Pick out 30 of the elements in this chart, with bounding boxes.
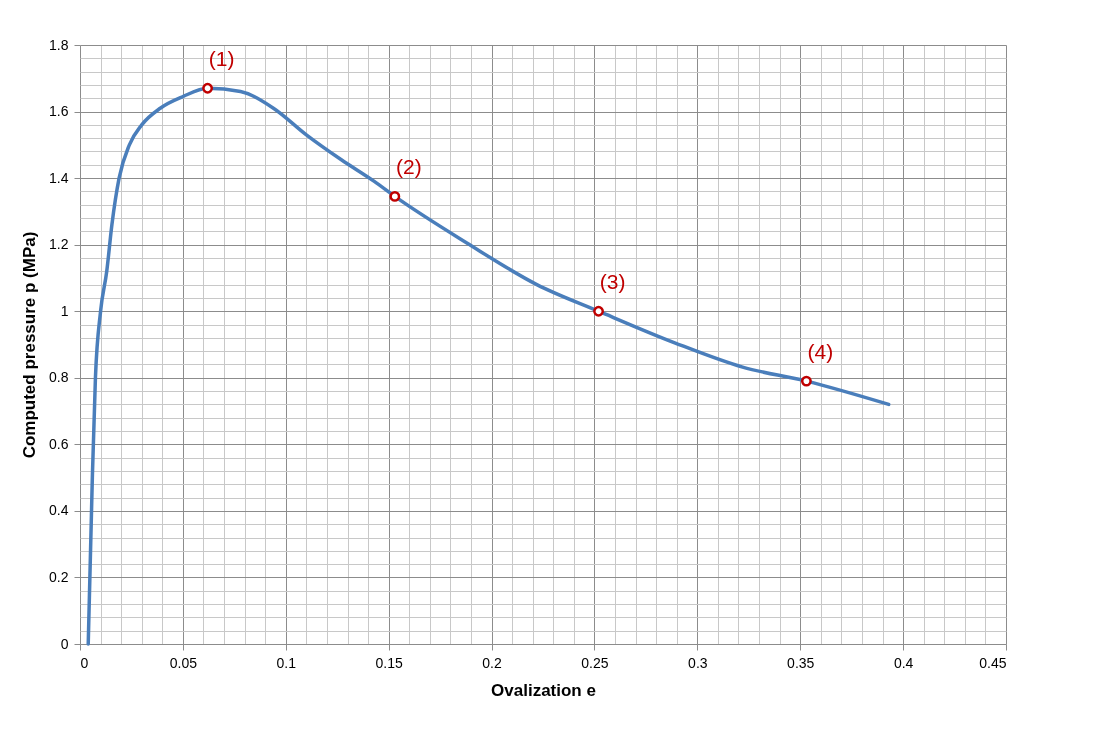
y-tick-label: 0	[60, 635, 69, 652]
y-axis-title: Computed pressure p (MPa)	[20, 231, 40, 459]
x-tick-label: 0.4	[893, 654, 914, 671]
x-tick-label: 0.1	[276, 654, 297, 671]
y-tick-label: 1.8	[49, 36, 69, 53]
y-tick-label: 1	[60, 302, 69, 319]
y-tick-label: 0.2	[49, 568, 69, 585]
y-tick-label: 1.2	[49, 236, 69, 253]
x-tick-label: 0.45	[979, 654, 1007, 671]
x-tick-label: 0.15	[375, 654, 403, 671]
annotation: (3)	[599, 270, 626, 294]
x-tick-label: 0	[80, 654, 89, 671]
point	[202, 82, 214, 94]
annotation: (4)	[807, 340, 834, 364]
x-axis-title: Ovalization e	[491, 680, 596, 700]
x-tick-label: 0.05	[169, 654, 198, 671]
point	[593, 305, 604, 317]
point	[389, 190, 401, 202]
x-tick-label: 0.3	[688, 654, 708, 671]
annotation: (2)	[396, 155, 422, 179]
y-tick-label: 1.4	[49, 169, 69, 186]
y-tick-label: 0.4	[49, 502, 69, 519]
x-tick-label: 0.2	[482, 654, 502, 671]
annotation: (1)	[208, 47, 235, 71]
x-tick-label: 0.35	[787, 654, 815, 671]
x-tick-label: 0.25	[581, 654, 609, 671]
y-tick-label: 0.8	[49, 369, 69, 386]
y-tick-label: 1.6	[49, 103, 69, 120]
y-tick-label: 0.6	[49, 435, 69, 452]
point	[800, 375, 812, 387]
